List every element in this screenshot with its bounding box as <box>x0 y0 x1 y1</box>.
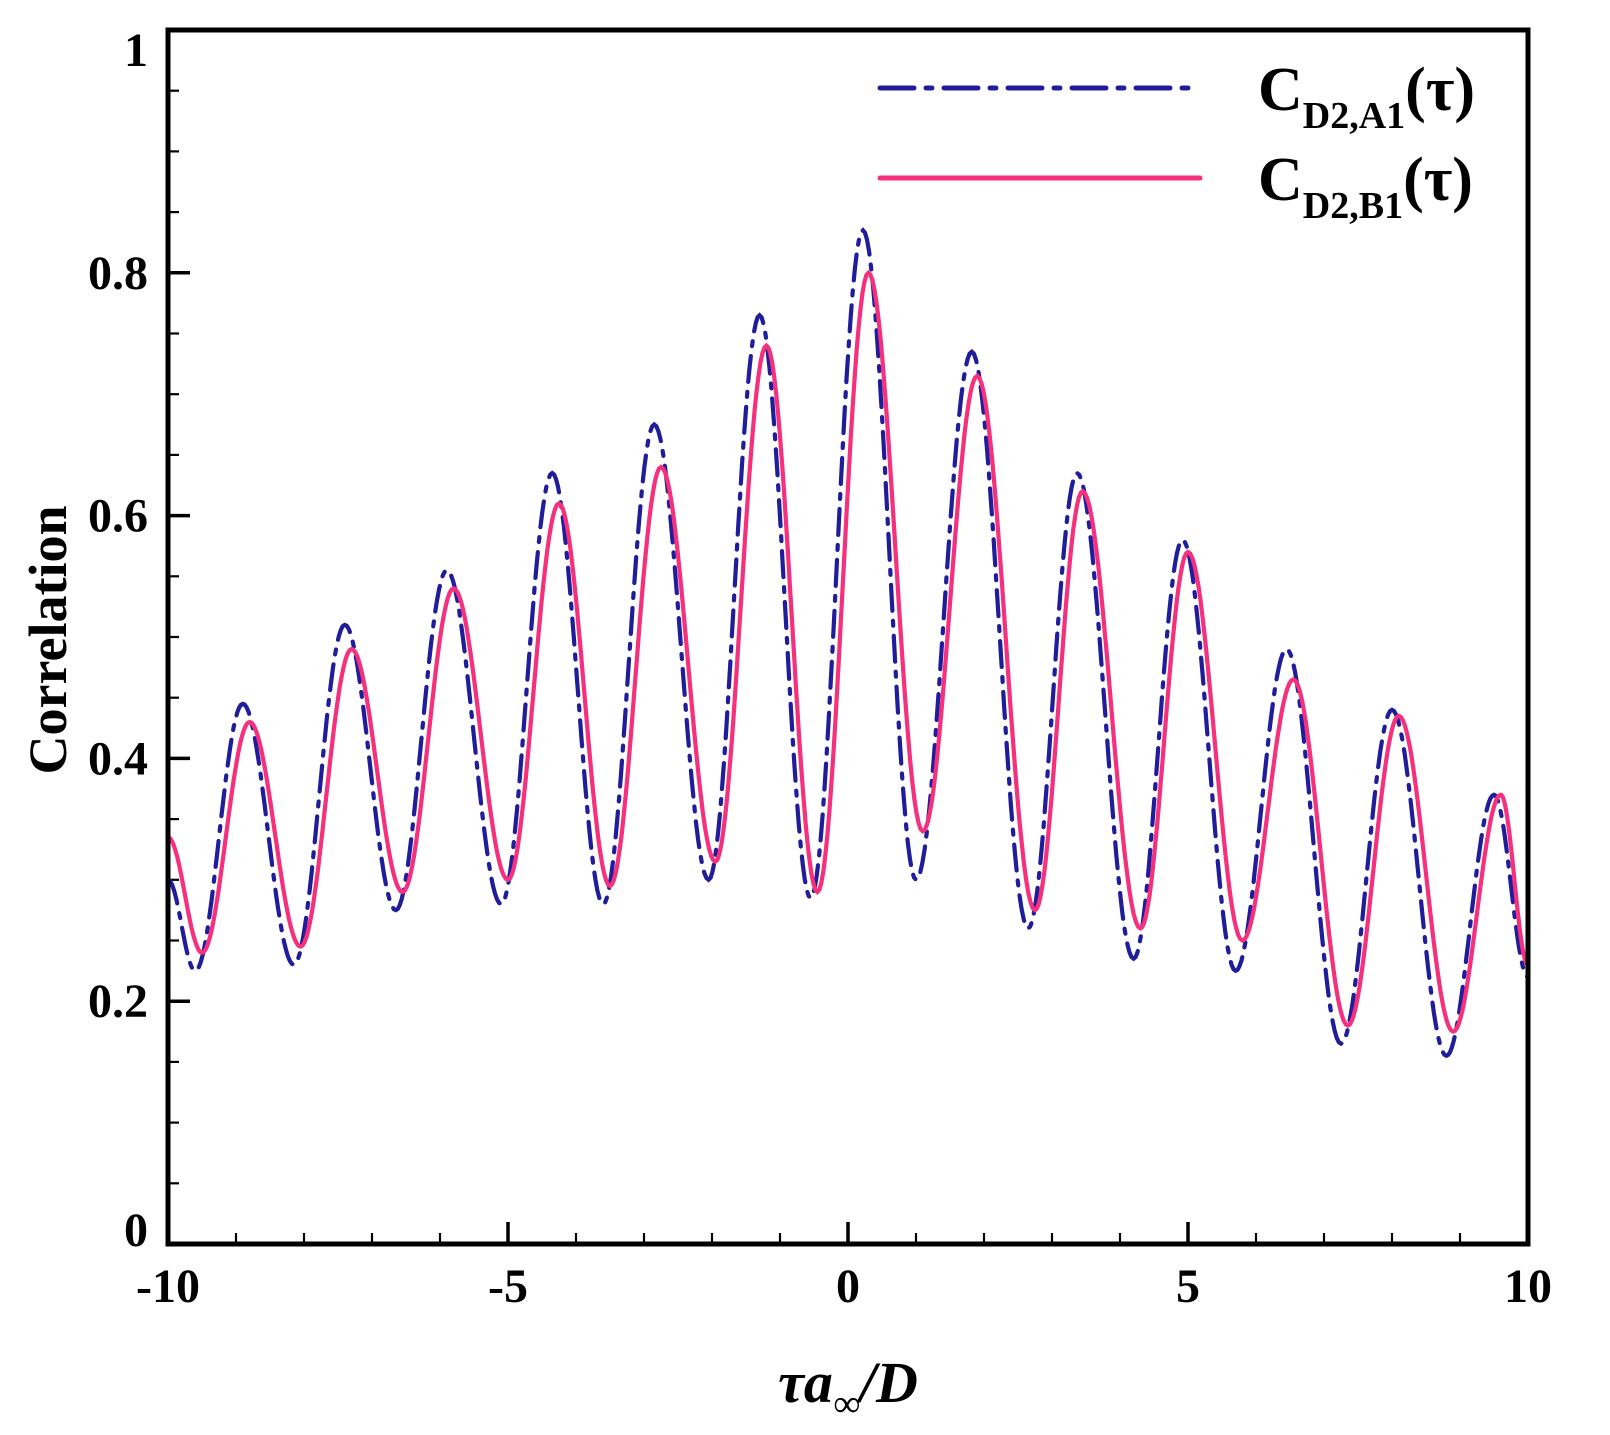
x-tick-label: 10 <box>1504 1260 1552 1313</box>
y-axis: 0 0.2 0.4 0.6 0.8 1 <box>88 24 190 1257</box>
y-tick-label: 1 <box>124 24 148 77</box>
x-tick-label: 5 <box>1176 1260 1200 1313</box>
y-tick-label: 0.8 <box>88 247 148 300</box>
series-line-d2a1 <box>165 227 1531 1059</box>
series-group <box>165 227 1531 1059</box>
y-axis-title: Correlation <box>18 506 78 775</box>
plot-frame <box>165 27 1531 1247</box>
x-axis: -10 -5 0 5 10 <box>136 1222 1552 1313</box>
axes: -10 -5 0 5 10 0 0.2 0.4 0.6 0.8 1 <box>88 24 1552 1313</box>
legend-label: CD2,A1(τ) <box>1258 56 1475 137</box>
legend: CD2,A1(τ) CD2,B1(τ) <box>877 56 1475 227</box>
y-tick-label: 0.2 <box>88 975 148 1028</box>
y-tick-label: 0.4 <box>88 732 148 785</box>
y-tick-label: 0 <box>124 1204 148 1257</box>
x-tick-label: -10 <box>136 1260 200 1313</box>
series-line-d2b1 <box>165 269 1531 1034</box>
y-tick-label: 0.6 <box>88 490 148 543</box>
x-tick-label: 0 <box>836 1260 860 1313</box>
legend-label: CD2,B1(τ) <box>1258 146 1473 227</box>
x-axis-title: τa∞/D <box>778 1350 918 1425</box>
x-tick-label: -5 <box>488 1260 528 1313</box>
